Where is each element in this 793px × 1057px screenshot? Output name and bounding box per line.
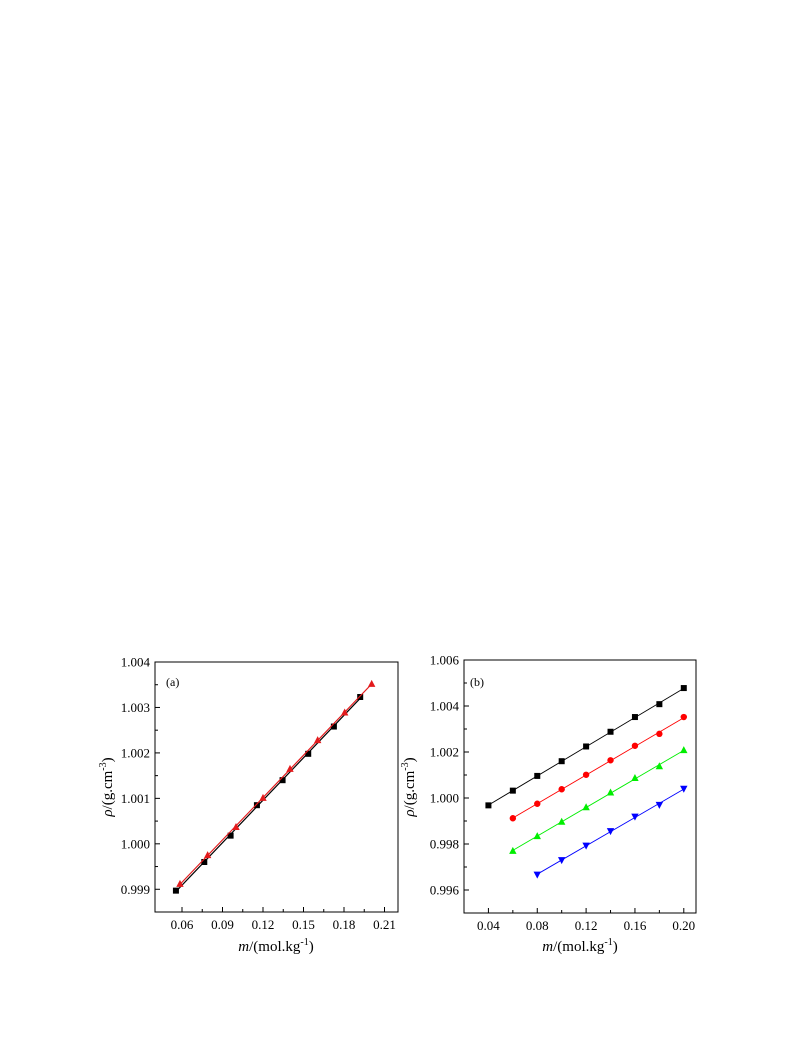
panel-b-series-3-fit-line (512, 749, 685, 851)
panel-b-series-1-point (631, 714, 638, 721)
panel-b-chart: 0.04 0.08 0.12 0.16 0.20 0.996 0.998 1.000 1.002… (400, 653, 697, 955)
panel-b-series-2-point (558, 786, 565, 793)
panel-b-series-1-point (607, 728, 614, 735)
panel-a-series-2-point (232, 823, 240, 830)
panel-a-series-1-point (357, 694, 364, 700)
panel-b-x-axis-title: m/(mol.kg-1) (542, 937, 617, 955)
panel-b-series-3-point (655, 762, 664, 770)
panel-b-series-4-point (606, 828, 615, 836)
panel-a-plot-frame (154, 661, 399, 913)
panel-a-series-2-fit-line (179, 683, 373, 885)
panel-b-series-1-point (534, 772, 541, 779)
panel-b-series-1-point (656, 701, 663, 708)
panel-b-x-tick-label: 0.04 (477, 918, 500, 933)
panel-b-series-2-point (631, 742, 639, 749)
panel-a-x-tick-label: 0.09 (211, 917, 234, 932)
panel-b-y-tick-label: 1.006 (430, 653, 460, 668)
panel-a-series-1-point (305, 750, 312, 757)
panel-b-series-2-point (582, 771, 590, 778)
panel-b-x-tick-label: 0.12 (575, 918, 598, 933)
panel-b-series-1-point (509, 787, 516, 794)
panel-b-x-tick-label: 0.20 (672, 918, 695, 933)
panel-a-y-tick-label: 1.001 (121, 791, 150, 806)
panel-b-series-1-point (583, 743, 590, 750)
panel-b-series-2-point (534, 800, 541, 807)
panel-a-series-1-point (227, 832, 234, 839)
panel-a-label: (a) (166, 675, 179, 689)
panel-b-series-3-point (680, 746, 688, 754)
panel-b-series-3-point (533, 832, 541, 840)
panel-a-x-tick-label: 0.21 (373, 917, 396, 932)
panel-a-series-1-point (201, 859, 208, 865)
panel-b-series-3-point (631, 773, 639, 781)
panel-a-y-tick-label: 1.004 (121, 655, 151, 670)
panel-a-series-2-point (203, 851, 212, 859)
panel-a-series-2-point (259, 793, 267, 801)
panel-b-series-3-point (509, 846, 517, 854)
panel-a-series-1-point (330, 723, 337, 730)
panel-a-chart: 0.06 0.09 0.12 0.15 0.18 0.21 0.999 1.000 1.001 1… (98, 655, 399, 955)
panel-b-x-tick-label: 0.08 (526, 918, 549, 933)
panel-a-series-2-point (367, 679, 376, 687)
panel-a-series-1-point (172, 887, 179, 894)
panel-b-series-1-point (680, 685, 687, 692)
panel-a-series-2-point (286, 764, 294, 772)
panel-a-x-tick-label: 0.12 (252, 917, 275, 932)
panel-b-series-1-point (485, 802, 492, 809)
panel-b-series-4-point (631, 813, 639, 821)
panel-a-y-tick-label: 1.000 (121, 836, 150, 851)
panel-a-x-tick-label: 0.15 (292, 917, 315, 932)
panel-b-label: (b) (470, 675, 484, 689)
panel-b-series-4-point (680, 785, 688, 793)
panel-b-y-tick-label: 1.002 (430, 745, 459, 760)
panel-b-series-1-point (558, 758, 565, 765)
panel-b-series-4-point (655, 801, 664, 809)
panel-a-series-1-point (253, 802, 260, 809)
panel-b-series-4-point (557, 857, 566, 865)
panel-b-y-tick-label: 1.000 (430, 791, 459, 806)
panel-b-y-tick-label: 0.996 (430, 883, 460, 898)
panel-a-series-2-point (340, 708, 349, 716)
panel-b-series-3-point (582, 803, 590, 811)
panel-b-y-tick-label: 0.998 (430, 837, 459, 852)
panel-a-series-2-point (176, 879, 184, 887)
panel-a-y-tick-label: 1.003 (121, 700, 150, 715)
panel-a-series-2-point (313, 736, 322, 744)
panel-b-series-2-point (680, 713, 687, 721)
panel-b-series-2-fit-line (512, 717, 685, 819)
panel-b-y-axis-title: ρ/(g.cm-3) (400, 757, 418, 817)
panel-a-x-axis-title: m/(mol.kg-1) (238, 937, 313, 955)
panel-b-series-2-point (607, 757, 614, 764)
panel-a-x-tick-label: 0.06 (171, 917, 194, 932)
panel-a-y-tick-label: 0.999 (121, 882, 150, 897)
panel-a-y-axis-title: ρ/(g.cm-3) (98, 757, 116, 817)
panel-a-x-tick-label: 0.18 (333, 917, 356, 932)
panel-a-series-1-point (279, 777, 286, 784)
panel-b-series-4-point (533, 871, 541, 879)
panel-b-x-tick-label: 0.16 (624, 918, 647, 933)
panel-b-series-3-point (557, 817, 566, 825)
panel-b-y-tick-label: 1.004 (430, 699, 460, 714)
panel-b-plot-frame (463, 659, 697, 914)
panel-b-series-4-point (582, 842, 590, 850)
panel-a-y-tick-label: 1.002 (121, 745, 150, 760)
panel-b-series-3-point (606, 788, 615, 796)
panel-b-series-2-point (509, 815, 517, 822)
panel-b-series-2-point (656, 730, 663, 738)
